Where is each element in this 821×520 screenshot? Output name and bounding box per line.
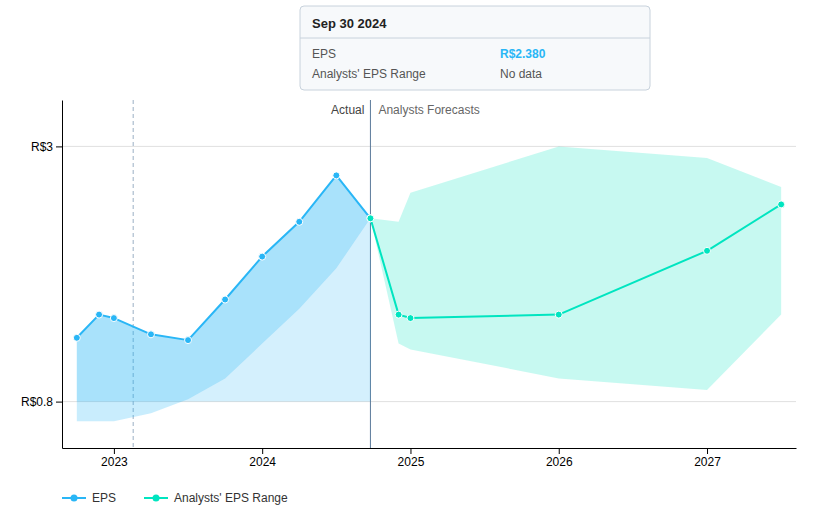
y-tick: R$0.8 <box>21 395 62 409</box>
x-tick: 2026 <box>546 448 573 469</box>
tooltip-separator <box>300 38 650 39</box>
tooltip-label: Analysts' EPS Range <box>312 67 426 81</box>
x-tick: 2027 <box>694 448 721 469</box>
series-point <box>96 311 103 318</box>
series-point <box>110 315 117 322</box>
range-band <box>370 146 781 390</box>
actual-fill-inner <box>77 175 371 421</box>
x-tick-label: 2024 <box>249 455 276 469</box>
annotation: Analysts Forecasts <box>378 103 479 117</box>
series-point <box>367 215 374 222</box>
x-tick-label: 2026 <box>546 455 573 469</box>
x-tick-mark <box>262 448 263 454</box>
x-tick-mark <box>410 448 411 454</box>
grid-line <box>62 146 796 147</box>
x-tick: 2024 <box>249 448 276 469</box>
y-tick-label: R$0.8 <box>21 395 53 409</box>
series-point <box>259 253 266 260</box>
x-tick-mark <box>114 448 115 454</box>
legend-swatch-dot <box>153 495 160 502</box>
series-point <box>407 315 414 322</box>
series-line <box>370 204 781 318</box>
tooltip-title: Sep 30 2024 <box>312 16 387 31</box>
y-tick-mark <box>56 402 62 403</box>
series-point <box>333 172 340 179</box>
series-point <box>778 201 785 208</box>
legend-swatch-dot <box>71 495 78 502</box>
tooltip-label: EPS <box>312 47 336 61</box>
plot-area <box>73 100 784 448</box>
x-axis: 2023 2024 2025 2026 2027 <box>63 448 797 469</box>
legend-label: Analysts' EPS Range <box>174 491 288 505</box>
series-point <box>185 337 192 344</box>
series-point <box>704 247 711 254</box>
y-tick-label: R$3 <box>31 140 53 154</box>
chart-svg: 2023 2024 2025 2026 2027 R$0.8 R$3 Actual Analys… <box>0 0 821 520</box>
y-tick-mark <box>56 146 62 147</box>
x-tick-label: 2023 <box>101 455 128 469</box>
tooltip: Sep 30 2024 EPS R$2.380 Analysts' EPS Range… <box>300 6 650 90</box>
x-tick-mark <box>707 448 708 454</box>
chart-container: 2023 2024 2025 2026 2027 R$0.8 R$3 Actual Analys… <box>0 0 821 520</box>
legend-label: EPS <box>92 491 116 505</box>
legend-item: Analysts' EPS Range <box>144 491 288 505</box>
x-axis-line <box>63 448 797 449</box>
x-tick: 2025 <box>398 448 425 469</box>
series-point <box>555 311 562 318</box>
annotation: Actual <box>331 103 364 117</box>
y-axis-line <box>62 101 63 449</box>
series-line <box>77 175 371 340</box>
tooltip-value: No data <box>500 67 542 81</box>
series-point <box>147 331 154 338</box>
tooltip-box <box>300 6 650 90</box>
series-point <box>222 296 229 303</box>
series-point <box>367 215 374 222</box>
series-point <box>395 311 402 318</box>
tooltip-value: R$2.380 <box>500 47 546 61</box>
series-point <box>73 334 80 341</box>
y-tick: R$3 <box>31 140 62 154</box>
x-tick: 2023 <box>101 448 128 469</box>
legend-item: EPS <box>62 491 116 505</box>
y-axis: R$0.8 R$3 <box>21 101 63 449</box>
x-tick-label: 2025 <box>398 455 425 469</box>
series-point <box>296 218 303 225</box>
x-tick-mark <box>559 448 560 454</box>
legend: EPS Analysts' EPS Range <box>62 491 288 505</box>
x-tick-label: 2027 <box>694 455 721 469</box>
